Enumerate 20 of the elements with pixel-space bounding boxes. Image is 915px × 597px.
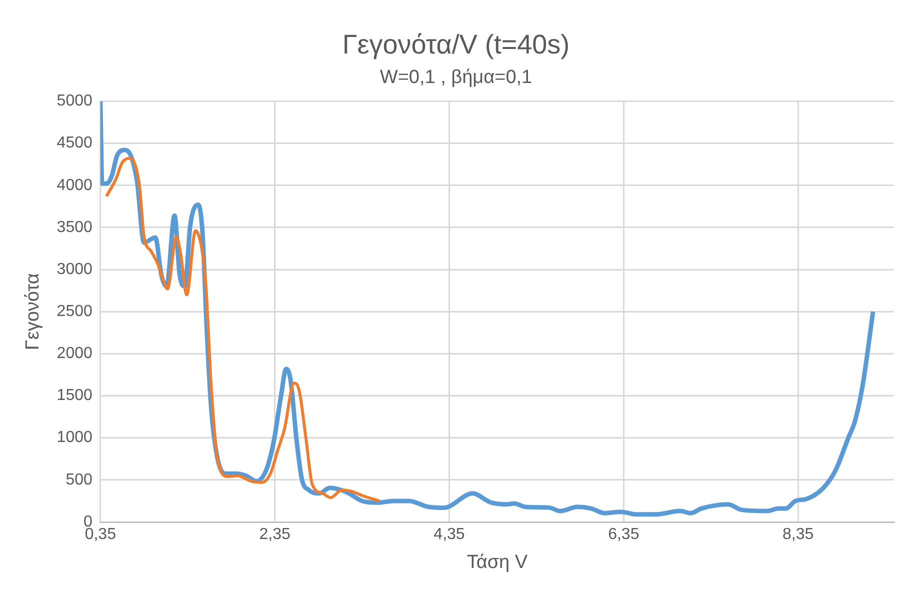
chart-title: Γεγονότα/V (t=40s): [342, 30, 570, 60]
x-tick-label: 6,35: [608, 526, 640, 544]
y-tick-label: 1500: [56, 387, 92, 404]
x-tick-label: 2,35: [259, 526, 290, 544]
y-tick-label: 1000: [56, 429, 92, 446]
y-tick-label: 5000: [56, 92, 92, 110]
x-tick-label: 0,35: [84, 526, 116, 544]
x-tick-label: 4,35: [434, 526, 465, 544]
y-tick-label: 2000: [56, 345, 92, 362]
x-axis-title: Τάση V: [466, 552, 528, 573]
y-tick-label: 4000: [56, 176, 92, 194]
line-series: [105, 156, 381, 502]
y-axis-title: Γεγονότα: [22, 273, 44, 350]
y-tick-label: 3000: [56, 260, 92, 278]
y-tick-label: 4500: [56, 134, 92, 152]
y-tick-label: 500: [66, 471, 92, 488]
chart-subtitle: W=0,1 , βήμα=0,1: [380, 67, 532, 88]
x-tick-label: 8,35: [782, 526, 814, 544]
y-tick-label: 2500: [56, 303, 92, 320]
y-tick-label: 3500: [56, 218, 92, 236]
